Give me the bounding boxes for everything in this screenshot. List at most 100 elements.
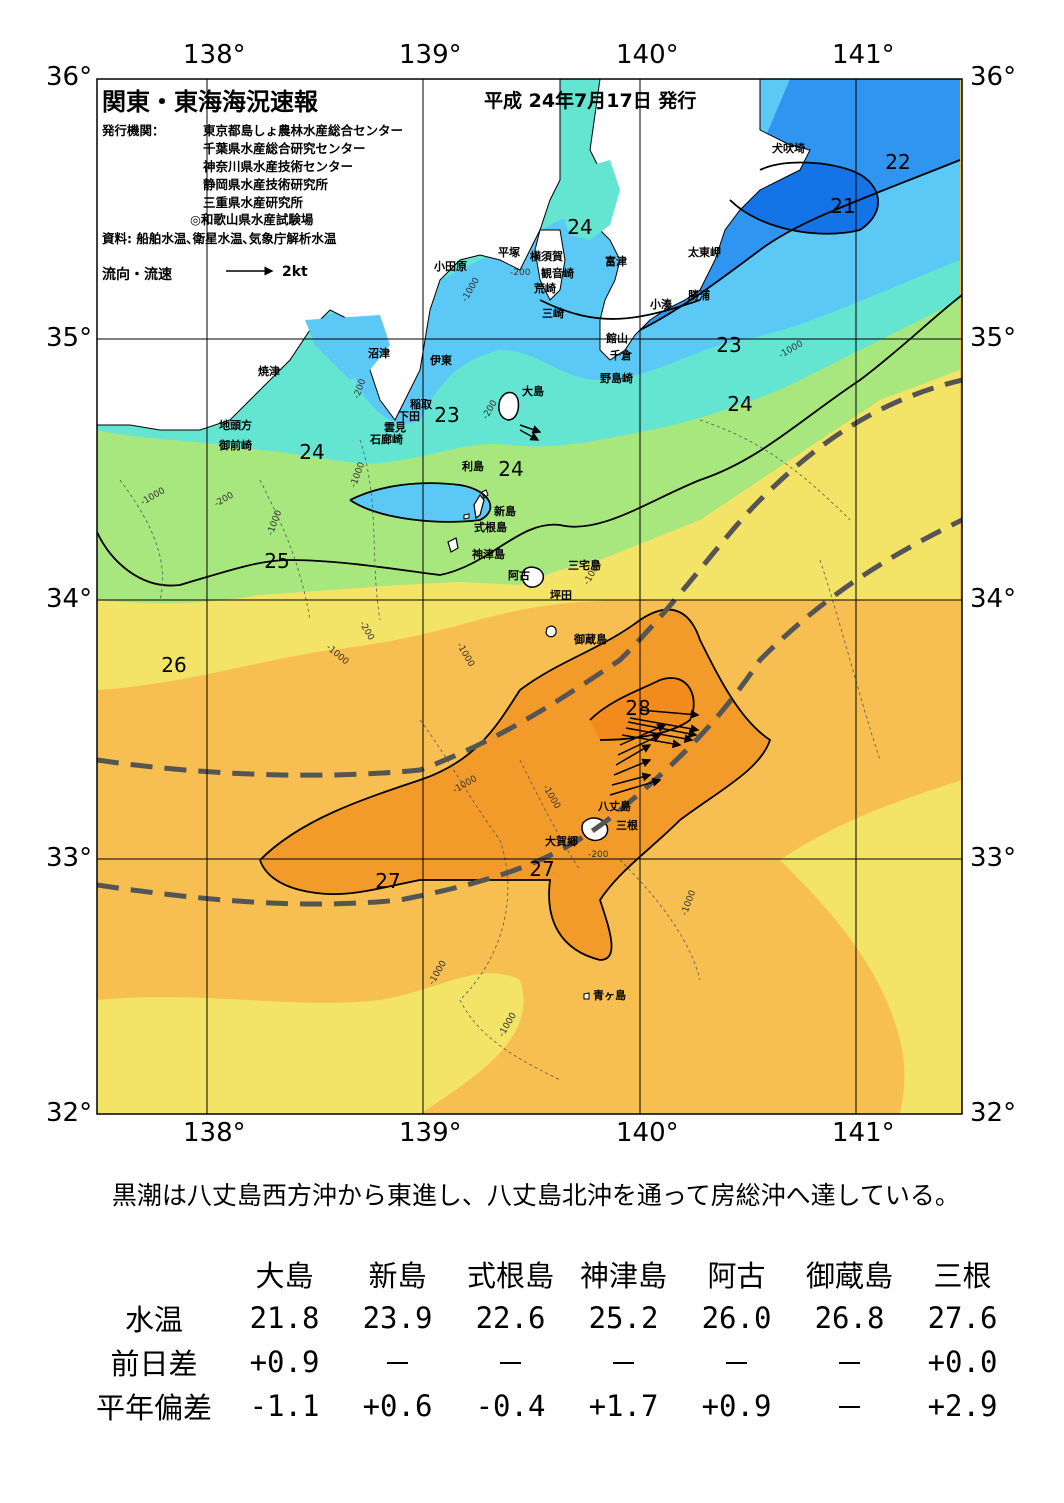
issuer-3: 神奈川県水産技術センター [203, 159, 354, 174]
island-mikurajima [545, 625, 557, 638]
isotherm-label: 24 [727, 392, 753, 416]
flow-legend-label: 流向・流速 [102, 267, 172, 283]
row-label: 前日差 [110, 1347, 198, 1381]
land-kanagawa [97, 79, 561, 431]
bay-patch-2 [305, 315, 390, 380]
grid [97, 79, 962, 1114]
place-label: 新島 [494, 505, 516, 518]
table-cell: － [382, 1347, 412, 1381]
isotherm-label: 25 [264, 549, 290, 573]
bathymetry [119, 419, 881, 1081]
lat-label-right-32: 32° [970, 1098, 1017, 1128]
isotherm-label: 24 [498, 457, 524, 481]
depth-label: -200 [588, 850, 609, 860]
table-header-row: 大島 新島 式根島 神津島 阿古 御蔵島 三根 [80, 1252, 1019, 1296]
lat-label-right-33: 33° [970, 843, 1017, 873]
table-cell: 27.6 [927, 1301, 998, 1335]
place-label: 式根島 [474, 521, 507, 534]
place-label: 富津 [605, 255, 627, 268]
place-label: 犬吠埼 [772, 142, 805, 155]
station-header: 大島 [255, 1259, 314, 1293]
island-niijima [473, 493, 485, 520]
table-cell: － [721, 1347, 751, 1381]
place-label: 平塚 [498, 246, 520, 259]
table-cell: -1.1 [249, 1389, 320, 1423]
issue-date: 平成 24年7月17日 発行 [484, 90, 697, 112]
isotherm-label: 27 [529, 857, 555, 881]
table-cell: +0.0 [927, 1345, 998, 1379]
isotherm-label: 23 [434, 403, 460, 427]
row-label: 水温 [124, 1303, 183, 1337]
isotherms [97, 159, 962, 961]
station-header: 阿古 [707, 1259, 766, 1293]
place-label: 地頭方 [219, 419, 252, 432]
issuer-1: 東京都島しょ農林水産総合センター [203, 123, 404, 138]
issuer-label: 発行機関： [102, 123, 165, 138]
table-row: 水温 21.8 23.9 22.6 25.2 26.0 26.8 27.6 [80, 1296, 1019, 1340]
place-label: 雲見 [384, 421, 406, 434]
table-cell: 25.2 [588, 1301, 659, 1335]
table-row: 平年偏差 -1.1 +0.6 -0.4 +1.7 +0.9 － +2.9 [80, 1384, 1019, 1428]
lat-label-right-34: 34° [970, 584, 1017, 614]
place-label: 焼津 [258, 365, 280, 378]
island-miyakejima [521, 566, 545, 588]
map-frame [96, 78, 963, 1115]
flow-arrows [519, 424, 700, 796]
table-cell: +0.9 [249, 1345, 320, 1379]
land-miura [534, 229, 566, 301]
lat-label-right-36: 36° [970, 62, 1017, 92]
lon-label-top-141: 141° [832, 40, 895, 70]
place-label: 小湊 [650, 298, 672, 311]
map-title: 関東・東海海況速報 [102, 88, 318, 116]
isotherm-label: 21 [830, 194, 856, 218]
isotherm-label: 23 [716, 333, 742, 357]
place-label: 小田原 [434, 260, 467, 273]
place-label: 八丈島 [598, 800, 631, 813]
flow-legend-scale: 2kt [282, 264, 308, 280]
lon-label-bottom-141: 141° [832, 1118, 895, 1148]
bay-patch [560, 160, 620, 240]
island-kozushima [447, 537, 459, 553]
lat-label-right-35: 35° [970, 323, 1017, 353]
place-label: 三根 [616, 819, 638, 832]
place-label: 横須賀 [530, 250, 563, 263]
table-cell: － [608, 1347, 638, 1381]
place-label: 稲取 [410, 398, 432, 411]
lon-label-top-140: 140° [616, 40, 679, 70]
place-label: 太東岬 [688, 246, 721, 259]
lat-label-left-33: 33° [46, 843, 93, 873]
table-cell: +1.7 [588, 1389, 659, 1423]
issuer-4: 静岡県水産技術研究所 [203, 177, 329, 192]
isotherm-label: 26 [161, 653, 187, 677]
zone-23b [350, 483, 491, 522]
place-label: 三宅島 [568, 559, 601, 572]
sea-temperature-map [96, 78, 963, 1115]
place-label: 御前崎 [219, 439, 252, 452]
summary-text: 黒潮は八丈島西方沖から東進し、八丈島北沖を通って房総沖へ達している。 [111, 1181, 960, 1210]
place-label: 阿古 [508, 569, 530, 582]
lat-label-left-36: 36° [46, 62, 93, 92]
island-oshima [498, 391, 520, 421]
table-cell: － [495, 1347, 525, 1381]
isotherm-label: 22 [885, 150, 911, 174]
table-cell: － [834, 1391, 864, 1425]
place-label: 石廊崎 [370, 433, 403, 446]
isotherm-label: 24 [299, 440, 325, 464]
isotherm-label: 24 [567, 215, 593, 239]
place-label: 青ヶ島 [593, 989, 626, 1002]
island-shikinejima [463, 513, 470, 520]
station-header: 式根島 [466, 1259, 554, 1293]
issuer-2: 千葉県水産総合研究センター [203, 141, 366, 156]
table-cell: 26.0 [701, 1301, 772, 1335]
table-cell: +0.6 [362, 1389, 433, 1423]
place-label: 館山 [606, 332, 628, 345]
lon-label-bottom-140: 140° [616, 1118, 679, 1148]
station-header: 三根 [933, 1259, 992, 1293]
place-label: 神津島 [472, 548, 505, 561]
place-label: 坪田 [550, 589, 572, 602]
table-cell: +0.9 [701, 1389, 772, 1423]
station-header: 新島 [368, 1259, 427, 1293]
place-label: 千倉 [610, 349, 632, 362]
place-label: 沼津 [368, 347, 390, 360]
isotherm-label: 27 [375, 869, 401, 893]
